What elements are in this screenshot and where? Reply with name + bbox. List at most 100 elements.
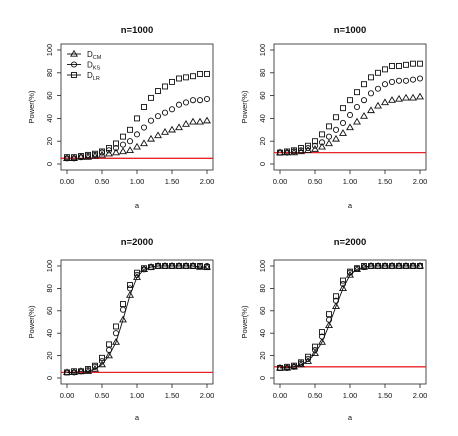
- chart-title: n=1000: [121, 25, 154, 36]
- data-point-square: [106, 145, 112, 151]
- data-point-triangle: [402, 93, 410, 101]
- x-tick-label: 2.00: [413, 391, 428, 400]
- data-point-circle: [353, 103, 361, 111]
- legend-marker-circle: [70, 61, 78, 68]
- legend-entry: DKS: [87, 61, 100, 72]
- data-point-square: [92, 362, 98, 369]
- data-point-square: [298, 145, 304, 151]
- data-point-square: [396, 263, 402, 269]
- data-point-square: [141, 265, 147, 272]
- data-point-square: [113, 323, 119, 330]
- data-point-triangle: [119, 315, 127, 323]
- data-point-triangle: [290, 148, 298, 156]
- data-point-square: [64, 154, 70, 161]
- data-point-square: [410, 263, 416, 269]
- series-line: [67, 265, 207, 373]
- data-point-square: [71, 368, 77, 375]
- data-point-circle: [311, 346, 319, 354]
- y-tick-label: 80: [45, 69, 54, 77]
- data-point-circle: [147, 117, 155, 124]
- data-point-triangle: [126, 291, 134, 298]
- data-point-square: [284, 148, 290, 155]
- y-tick-label: 20: [45, 137, 54, 145]
- data-point-circle: [339, 280, 347, 287]
- data-point-square: [162, 263, 168, 269]
- y-axis-label: Power(%): [240, 305, 249, 338]
- data-point-square: [197, 70, 203, 77]
- data-point-triangle: [395, 94, 403, 102]
- data-point-square: [127, 126, 133, 133]
- data-point-square: [183, 74, 189, 81]
- data-point-square: [340, 277, 346, 284]
- plot-frame: [60, 43, 214, 171]
- data-point-square: [190, 263, 196, 269]
- data-point-triangle: [353, 117, 361, 125]
- plot-frame: [60, 259, 214, 385]
- data-point-circle: [318, 333, 326, 340]
- y-tick-label: 0: [45, 376, 54, 380]
- data-point-circle: [126, 285, 134, 292]
- x-axis-label: a: [135, 201, 140, 210]
- legend-entry-base: D: [87, 71, 93, 80]
- data-point-square: [312, 138, 318, 145]
- y-tick-label: 60: [45, 307, 54, 315]
- data-point-circle: [367, 90, 375, 97]
- data-point-square: [291, 362, 297, 369]
- data-point-square: [148, 264, 154, 271]
- data-point-circle: [119, 306, 127, 313]
- data-point-square: [78, 368, 84, 375]
- data-point-square: [85, 366, 91, 372]
- data-point-square: [141, 104, 147, 110]
- x-tick-label: 0.50: [95, 177, 110, 186]
- data-point-circle: [196, 97, 204, 104]
- chart-title: n=2000: [334, 237, 367, 248]
- data-point-triangle: [388, 96, 396, 103]
- data-point-square: [169, 78, 175, 85]
- data-point-square: [389, 63, 395, 69]
- data-point-triangle: [353, 265, 361, 273]
- data-point-square: [347, 268, 353, 275]
- legend-marker-triangle: [70, 49, 78, 57]
- data-point-circle: [98, 149, 106, 156]
- data-point-triangle: [98, 360, 106, 368]
- x-axis-label: a: [348, 201, 353, 210]
- y-tick-label: 100: [258, 260, 267, 273]
- y-tick-label: 60: [45, 91, 54, 99]
- data-point-circle: [98, 358, 106, 365]
- series-square: [277, 60, 423, 156]
- data-point-square: [333, 114, 339, 121]
- data-point-circle: [325, 133, 333, 140]
- data-point-triangle: [360, 112, 368, 119]
- x-tick-label: 1.50: [378, 177, 393, 186]
- data-point-circle: [182, 99, 190, 106]
- data-point-square: [361, 81, 367, 88]
- legend-entry: DLR: [87, 71, 100, 82]
- y-tick-label: 60: [258, 91, 267, 99]
- data-point-circle: [318, 139, 326, 146]
- y-tick-label: 20: [45, 351, 54, 359]
- data-point-square: [277, 149, 283, 156]
- y-tick-label: 100: [45, 260, 54, 273]
- chart-panel-3: n=2000 0 20 40 60 80 100 0.00 0.50 1.00 1.50 2.00 a P…: [27, 237, 214, 422]
- data-point-square: [305, 353, 311, 360]
- data-point-circle: [339, 119, 347, 127]
- data-point-square: [169, 263, 175, 269]
- data-point-square: [340, 105, 346, 112]
- data-point-triangle: [140, 139, 148, 147]
- x-tick-label: 1.50: [378, 391, 393, 400]
- data-point-circle: [133, 131, 141, 138]
- x-axis-label: a: [135, 413, 140, 422]
- data-point-triangle: [311, 349, 319, 357]
- data-point-square: [134, 115, 140, 122]
- data-point-square: [162, 83, 168, 90]
- legend-entry-subscript: LR: [93, 76, 100, 82]
- data-point-triangle: [84, 153, 92, 160]
- data-point-square: [354, 89, 360, 96]
- data-point-triangle: [175, 123, 183, 131]
- data-point-circle: [168, 106, 176, 113]
- series-square: [277, 263, 423, 371]
- data-point-circle: [332, 126, 340, 133]
- data-point-circle: [119, 141, 127, 148]
- legend-entry-base: D: [87, 50, 93, 59]
